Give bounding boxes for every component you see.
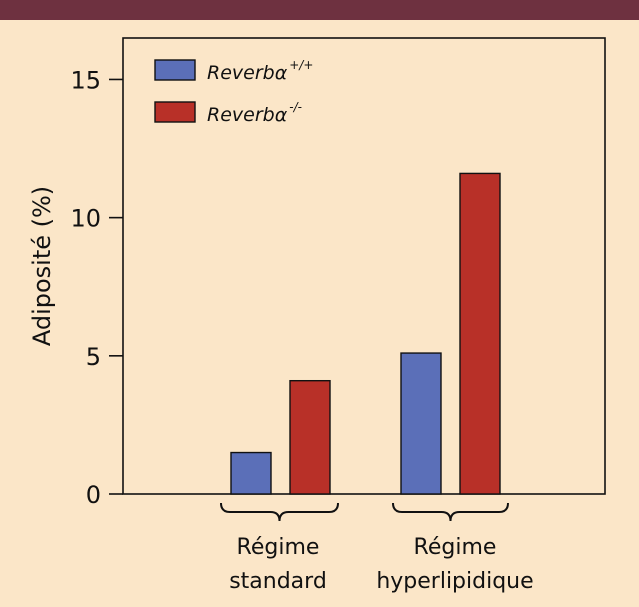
bar-standard-knockout bbox=[289, 379, 331, 495]
y-axis-title: Adiposité (%) bbox=[28, 186, 56, 346]
y-tick-label: 10 bbox=[70, 205, 101, 233]
legend-swatch bbox=[154, 59, 196, 81]
legend-swatch bbox=[154, 101, 196, 123]
bar-standard-wildtype bbox=[230, 451, 272, 495]
y-tick-label: 5 bbox=[86, 343, 101, 371]
category-label-line1: Régime bbox=[414, 535, 497, 560]
category-label-line2: standard bbox=[229, 569, 327, 594]
legend-superscript: +/+ bbox=[289, 58, 313, 72]
y-tick-label: 15 bbox=[70, 66, 101, 94]
bar-hyperlipidique-knockout bbox=[459, 172, 501, 495]
category-brace bbox=[220, 502, 339, 522]
top-band bbox=[0, 0, 639, 20]
legend-label: Reverbα -/- bbox=[207, 100, 302, 126]
plot-frame bbox=[122, 37, 606, 495]
legend-superscript: -/- bbox=[289, 100, 302, 114]
legend-label: Reverbα +/+ bbox=[207, 58, 313, 84]
category-label-line1: Régime bbox=[237, 535, 320, 560]
category-labels: Régime standard Régime hyperlipidique bbox=[229, 535, 533, 594]
y-tick-label: 0 bbox=[86, 481, 101, 509]
legend: Reverbα +/+ Reverbα -/- bbox=[154, 58, 313, 126]
bar-hyperlipidique-wildtype bbox=[400, 352, 442, 495]
category-brace bbox=[392, 502, 509, 522]
category-label-line2: hyperlipidique bbox=[376, 569, 533, 594]
y-axis-ticks: 0 5 10 15 bbox=[70, 66, 123, 509]
bars-group bbox=[230, 172, 501, 495]
category-braces bbox=[220, 502, 509, 522]
